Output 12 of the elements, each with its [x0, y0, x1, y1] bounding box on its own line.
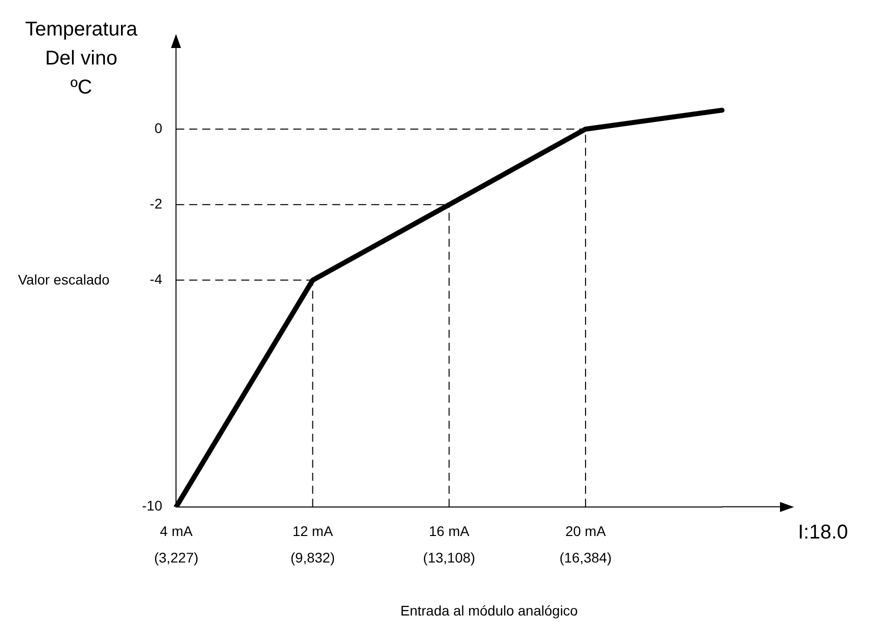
- x-axis-title: I:18.0: [798, 521, 848, 544]
- x-tick-label: 12 mA (9,832): [290, 522, 335, 566]
- y-axis-title: Temperatura Del vino ºC: [25, 18, 138, 99]
- y-tick-label: -2: [150, 195, 162, 212]
- y-tick-label: 0: [154, 120, 162, 136]
- x-tick-label: 16 mA (13,108): [423, 522, 476, 566]
- y-tick-label: -4: [150, 271, 162, 288]
- text: Entrada al módulo analógico: [400, 602, 578, 619]
- x-tick-label: 20 mA (16,384): [559, 522, 612, 566]
- y-tick-label: -10: [142, 498, 162, 514]
- x-tick-label: 4 mA (3,227): [154, 522, 198, 566]
- text: Valor escalado: [18, 271, 110, 288]
